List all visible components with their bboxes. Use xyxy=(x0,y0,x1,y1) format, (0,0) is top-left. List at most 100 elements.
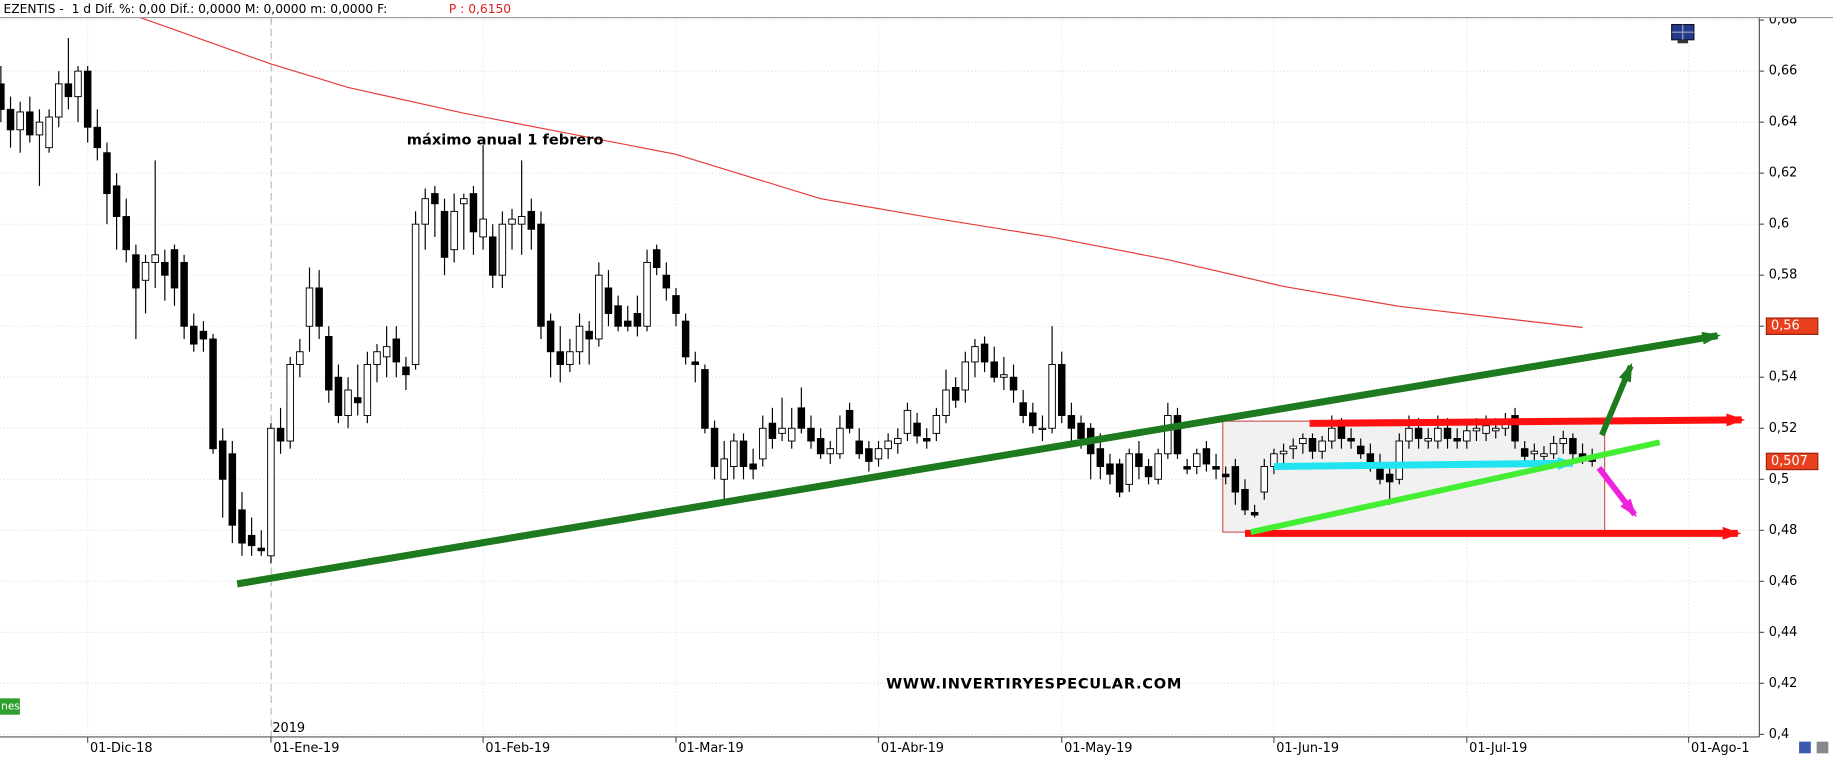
candle-body xyxy=(546,320,555,353)
candle-body xyxy=(16,111,24,131)
candle-body xyxy=(1356,445,1365,455)
candle-body xyxy=(1000,374,1008,378)
candle-body xyxy=(199,330,208,340)
candle-body xyxy=(730,440,738,468)
candle-body xyxy=(402,366,410,376)
candle-body xyxy=(1270,453,1278,468)
candle-body xyxy=(469,193,478,233)
x-tick-label: 01-Feb-19 xyxy=(485,741,550,756)
candle-body xyxy=(344,389,352,416)
candle-body xyxy=(1318,440,1326,452)
candle-body xyxy=(884,440,892,450)
candle-body xyxy=(865,448,873,462)
candle-body xyxy=(1009,376,1018,391)
candle-body xyxy=(1463,430,1471,442)
candle-body xyxy=(1038,427,1047,430)
x-tick-label: 01-Jun-19 xyxy=(1276,741,1339,756)
candle-body xyxy=(190,325,198,345)
candle-body xyxy=(209,338,217,450)
candle-body xyxy=(845,409,854,429)
candle-body xyxy=(874,448,883,460)
candle-body xyxy=(575,325,584,353)
range-box xyxy=(1222,420,1606,533)
candle-body xyxy=(652,249,661,269)
candle-body xyxy=(267,427,275,557)
candle-body xyxy=(325,335,333,391)
y-tick-label: 0,44 xyxy=(1769,625,1798,640)
candle-body xyxy=(595,274,603,340)
y-tick-label: 0,46 xyxy=(1769,574,1798,589)
arrow-head xyxy=(1722,526,1742,540)
candle-body xyxy=(151,254,159,263)
x-tick-label: 01-Mar-19 xyxy=(678,741,743,756)
candle-body xyxy=(1077,422,1085,439)
y-tick-label: 0,5 xyxy=(1769,472,1789,487)
candle-body xyxy=(1019,402,1027,416)
candle-body xyxy=(1289,445,1297,450)
candle-body xyxy=(1299,438,1307,445)
candle-body xyxy=(1173,415,1182,455)
candle-body xyxy=(701,369,709,429)
candle-body xyxy=(1492,427,1500,432)
candle-body xyxy=(1231,466,1240,493)
candle-body xyxy=(1443,427,1452,439)
candle-body xyxy=(373,351,381,365)
candle-body xyxy=(1395,440,1404,480)
y-tick-label: 0,66 xyxy=(1769,64,1798,79)
ma-price-tag: 0,56 xyxy=(1771,319,1800,334)
candle-body xyxy=(411,223,420,365)
candle-body xyxy=(180,261,188,327)
candle-body xyxy=(1202,448,1211,465)
candle-body xyxy=(1530,450,1539,455)
header-band xyxy=(0,0,1833,18)
trend-line xyxy=(1250,439,1661,535)
candle-body xyxy=(643,261,651,327)
y-tick-label: 0,4 xyxy=(1769,727,1789,742)
candle-body xyxy=(961,361,970,391)
candle-body xyxy=(382,346,391,358)
candle-body xyxy=(1096,448,1105,468)
candle-body xyxy=(826,448,835,455)
candle-body xyxy=(633,313,642,327)
candle-body xyxy=(951,386,960,401)
candle-body xyxy=(1472,427,1481,432)
candle-body xyxy=(1135,453,1143,468)
y-tick-label: 0,52 xyxy=(1769,421,1798,436)
candle-body xyxy=(662,274,671,289)
candle-body xyxy=(421,198,429,225)
candle-body xyxy=(74,70,82,98)
candle-body xyxy=(228,453,237,526)
candle-body xyxy=(624,320,632,327)
y-tick-label: 0,6 xyxy=(1769,217,1789,232)
candle-body xyxy=(334,376,343,416)
candle-body xyxy=(1058,364,1066,416)
candle-body xyxy=(691,361,700,365)
arrow-head xyxy=(1620,498,1637,518)
candle-body xyxy=(913,422,921,437)
candle-body xyxy=(836,427,844,455)
candle-body xyxy=(1520,448,1529,457)
candle-body xyxy=(508,218,516,225)
candle-body xyxy=(1106,463,1114,475)
y-tick-label: 0,42 xyxy=(1769,676,1798,691)
candle-body xyxy=(305,287,314,327)
candle-body xyxy=(498,223,507,276)
candle-body xyxy=(1164,415,1172,455)
candle-body xyxy=(488,236,497,276)
candle-body xyxy=(1221,473,1230,478)
last-price-tag: 0,507 xyxy=(1771,454,1808,469)
y-tick-label: 0,48 xyxy=(1769,523,1798,538)
candle-body xyxy=(141,261,150,281)
x-tick-label: 01-Ene-19 xyxy=(273,741,339,756)
candle-body xyxy=(315,287,323,327)
candle-body xyxy=(83,70,92,128)
candle-body xyxy=(527,210,536,230)
candle-body xyxy=(170,249,179,289)
ma-price-tag-box xyxy=(1765,317,1819,335)
candle-body xyxy=(1453,438,1461,442)
candle-body xyxy=(672,295,680,314)
candle-body xyxy=(1154,453,1162,480)
candle-body xyxy=(759,427,767,460)
